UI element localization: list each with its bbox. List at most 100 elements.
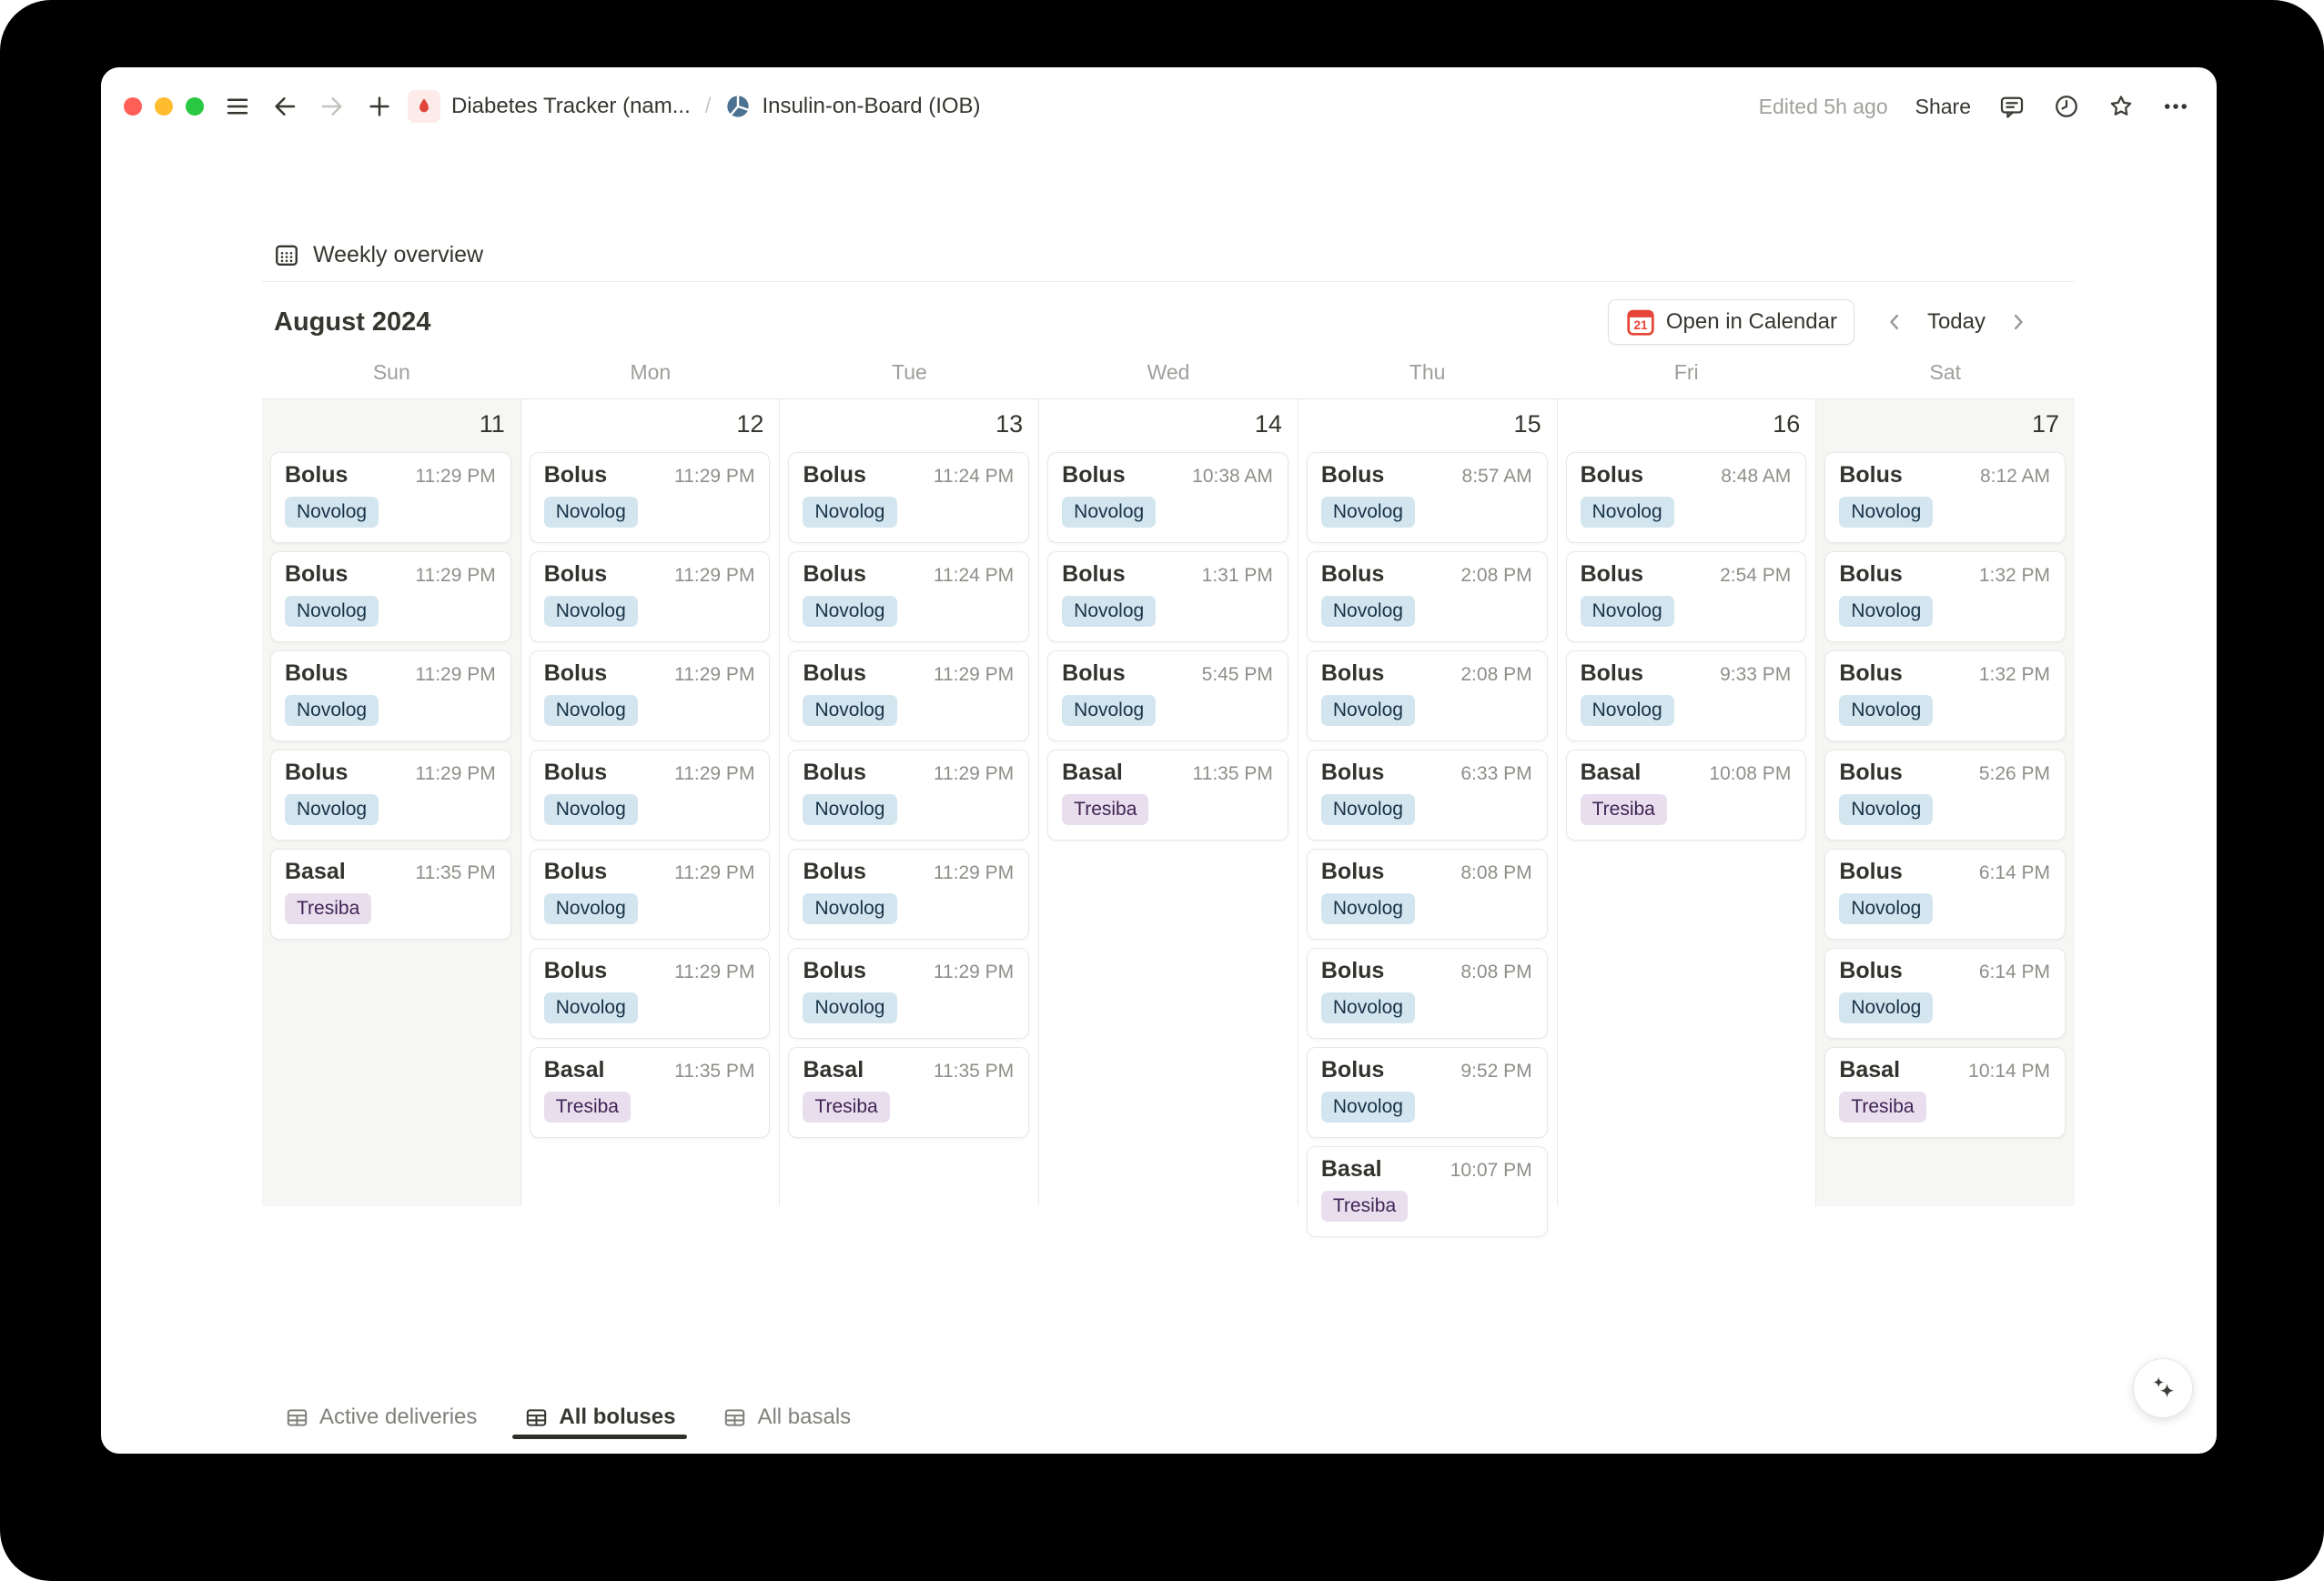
calendar-event-card[interactable]: Basal 11:35 PM Tresiba (1047, 750, 1288, 841)
weekly-overview-section: Weekly overview August 2024 21 Open in C… (262, 231, 2076, 1237)
tab-active-deliveries[interactable]: Active deliveries (273, 1395, 489, 1439)
calendar-day-column-tue[interactable]: 13 Bolus 11:24 PM Novolog Bolus 11:24 PM… (779, 399, 1039, 1206)
calendar-event-card[interactable]: Bolus 9:52 PM Novolog (1306, 1047, 1548, 1138)
calendar-event-card[interactable]: Bolus 8:12 AM Novolog (1824, 452, 2066, 543)
calendar-event-card[interactable]: Bolus 11:29 PM Novolog (529, 452, 771, 543)
calendar-event-card[interactable]: Bolus 8:48 AM Novolog (1565, 452, 1807, 543)
calendar-event-card[interactable]: Bolus 9:33 PM Novolog (1565, 650, 1807, 741)
calendar-event-card[interactable]: Bolus 11:29 PM Novolog (529, 750, 771, 841)
calendar-event-card[interactable]: Bolus 8:08 PM Novolog (1306, 849, 1548, 940)
hamburger-menu-icon[interactable] (224, 93, 251, 120)
calendar-event-card[interactable]: Bolus 1:31 PM Novolog (1047, 551, 1288, 642)
share-button[interactable]: Share (1915, 94, 1971, 118)
close-window-button[interactable] (124, 97, 142, 116)
calendar-event-card[interactable]: Basal 11:35 PM Tresiba (788, 1047, 1030, 1138)
calendar-event-card[interactable]: Bolus 6:33 PM Novolog (1306, 750, 1548, 841)
event-title: Bolus (1062, 462, 1126, 488)
table-icon (725, 1408, 745, 1426)
day-of-week-label: Wed (1147, 360, 1190, 384)
calendar-event-card[interactable]: Bolus 1:32 PM Novolog (1824, 650, 2066, 741)
event-insulin-tag: Novolog (285, 497, 379, 528)
more-ellipsis-icon[interactable] (2162, 93, 2189, 120)
calendar-day-column-fri[interactable]: 16 Bolus 8:48 AM Novolog Bolus 2:54 PM N… (1556, 399, 1816, 1206)
calendar-event-card[interactable]: Bolus 2:54 PM Novolog (1565, 551, 1807, 642)
back-arrow-icon[interactable] (271, 93, 298, 120)
open-in-calendar-button[interactable]: 21 Open in Calendar (1607, 299, 1854, 345)
calendar-day-column-wed[interactable]: 14 Bolus 10:38 AM Novolog Bolus 1:31 PM … (1038, 399, 1298, 1206)
calendar-event-card[interactable]: Bolus 8:08 PM Novolog (1306, 948, 1548, 1039)
calendar-event-card[interactable]: Basal 11:35 PM Tresiba (270, 849, 511, 940)
calendar-event-card[interactable]: Bolus 1:32 PM Novolog (1824, 551, 2066, 642)
calendar-event-card[interactable]: Bolus 11:29 PM Novolog (529, 948, 771, 1039)
calendar-event-card[interactable]: Bolus 11:24 PM Novolog (788, 452, 1030, 543)
calendar-event-card[interactable]: Bolus 11:29 PM Novolog (270, 452, 511, 543)
edited-timestamp: Edited 5h ago (1758, 94, 1888, 118)
calendar-event-card[interactable]: Bolus 11:29 PM Novolog (788, 948, 1030, 1039)
calendar-event-card[interactable]: Basal 11:35 PM Tresiba (529, 1047, 771, 1138)
updates-clock-icon[interactable] (2053, 93, 2080, 120)
calendar-event-card[interactable]: Bolus 11:24 PM Novolog (788, 551, 1030, 642)
event-title: Bolus (1580, 462, 1644, 488)
calendar-event-card[interactable]: Bolus 5:45 PM Novolog (1047, 650, 1288, 741)
calendar-event-card[interactable]: Bolus 6:14 PM Novolog (1824, 948, 2066, 1039)
ai-assistant-button[interactable] (2133, 1358, 2193, 1418)
calendar-event-card[interactable]: Bolus 11:29 PM Novolog (270, 551, 511, 642)
new-tab-plus-icon[interactable] (366, 93, 393, 120)
calendar-event-card[interactable]: Bolus 2:08 PM Novolog (1306, 650, 1548, 741)
traffic-lights (124, 97, 204, 116)
calendar-event-card[interactable]: Bolus 11:29 PM Novolog (529, 551, 771, 642)
calendar-day-column-sun[interactable]: 11 Bolus 11:29 PM Novolog Bolus 11:29 PM… (262, 399, 520, 1206)
event-insulin-tag: Novolog (1320, 497, 1415, 528)
event-time: 8:57 AM (1461, 466, 1532, 487)
blood-droplet-icon[interactable] (408, 90, 440, 123)
event-insulin-tag: Novolog (543, 497, 638, 528)
calendar-day-column-sat[interactable]: 17 Bolus 8:12 AM Novolog Bolus 1:32 PM N… (1815, 399, 2076, 1206)
calendar-day-column-thu[interactable]: 15 Bolus 8:57 AM Novolog Bolus 2:08 PM N… (1297, 399, 1557, 1237)
today-button[interactable]: Today (1926, 309, 1986, 334)
event-title: Bolus (1320, 1057, 1385, 1083)
event-time: 1:32 PM (1978, 565, 2051, 586)
calendar-event-card[interactable]: Bolus 11:29 PM Novolog (270, 750, 511, 841)
minimize-window-button[interactable] (155, 97, 173, 116)
calendar-event-card[interactable]: Bolus 11:29 PM Novolog (529, 849, 771, 940)
calendar-event-card[interactable]: Bolus 11:29 PM Novolog (788, 650, 1030, 741)
calendar-event-card[interactable]: Bolus 10:38 AM Novolog (1047, 452, 1288, 543)
day-of-week-label: Sat (1929, 360, 1962, 384)
forward-arrow-icon[interactable] (318, 93, 346, 120)
view-tab-label: All basals (757, 1405, 852, 1429)
calendar-event-card[interactable]: Bolus 2:08 PM Novolog (1306, 551, 1548, 642)
breadcrumb-page[interactable]: Insulin-on-Board (IOB) (762, 94, 981, 118)
event-title: Bolus (1320, 660, 1385, 686)
app-window: Diabetes Tracker (nam... / Insulin-on-Bo… (101, 67, 2217, 1454)
calendar-event-card[interactable]: Bolus 11:29 PM Novolog (788, 750, 1030, 841)
tab-all-basals[interactable]: All basals (711, 1395, 863, 1439)
event-title: Bolus (285, 462, 349, 488)
event-title: Bolus (1839, 760, 1903, 785)
zoom-window-button[interactable] (186, 97, 204, 116)
calendar-event-card[interactable]: Bolus 8:57 AM Novolog (1306, 452, 1548, 543)
event-time: 5:26 PM (1978, 763, 2051, 784)
event-title: Bolus (1839, 462, 1903, 488)
day-date: 13 (995, 410, 1024, 438)
event-title: Bolus (803, 561, 866, 587)
event-title: Bolus (285, 561, 349, 587)
calendar-event-card[interactable]: Basal 10:14 PM Tresiba (1824, 1047, 2066, 1138)
favorite-star-icon[interactable] (2107, 93, 2135, 120)
calendar-event-card[interactable]: Bolus 6:14 PM Novolog (1824, 849, 2066, 940)
breadcrumb-workspace[interactable]: Diabetes Tracker (nam... (451, 94, 691, 118)
chevron-left-icon[interactable] (1882, 309, 1907, 335)
calendar-day-column-mon[interactable]: 12 Bolus 11:29 PM Novolog Bolus 11:29 PM… (520, 399, 780, 1206)
calendar-event-card[interactable]: Bolus 11:29 PM Novolog (788, 849, 1030, 940)
chevron-right-icon[interactable] (2006, 309, 2031, 335)
comments-icon[interactable] (1998, 93, 2026, 120)
calendar-event-card[interactable]: Bolus 5:26 PM Novolog (1824, 750, 2066, 841)
event-title: Basal (1320, 1156, 1382, 1182)
section-divider (262, 281, 2075, 282)
day-date: 11 (479, 410, 505, 438)
calendar-event-card[interactable]: Bolus 11:29 PM Novolog (270, 650, 511, 741)
calendar-event-card[interactable]: Basal 10:07 PM Tresiba (1306, 1146, 1548, 1237)
calendar-event-card[interactable]: Bolus 11:29 PM Novolog (529, 650, 771, 741)
tab-all-boluses[interactable]: All boluses (512, 1395, 688, 1439)
section-title[interactable]: Weekly overview (313, 241, 484, 267)
calendar-event-card[interactable]: Basal 10:08 PM Tresiba (1565, 750, 1807, 841)
